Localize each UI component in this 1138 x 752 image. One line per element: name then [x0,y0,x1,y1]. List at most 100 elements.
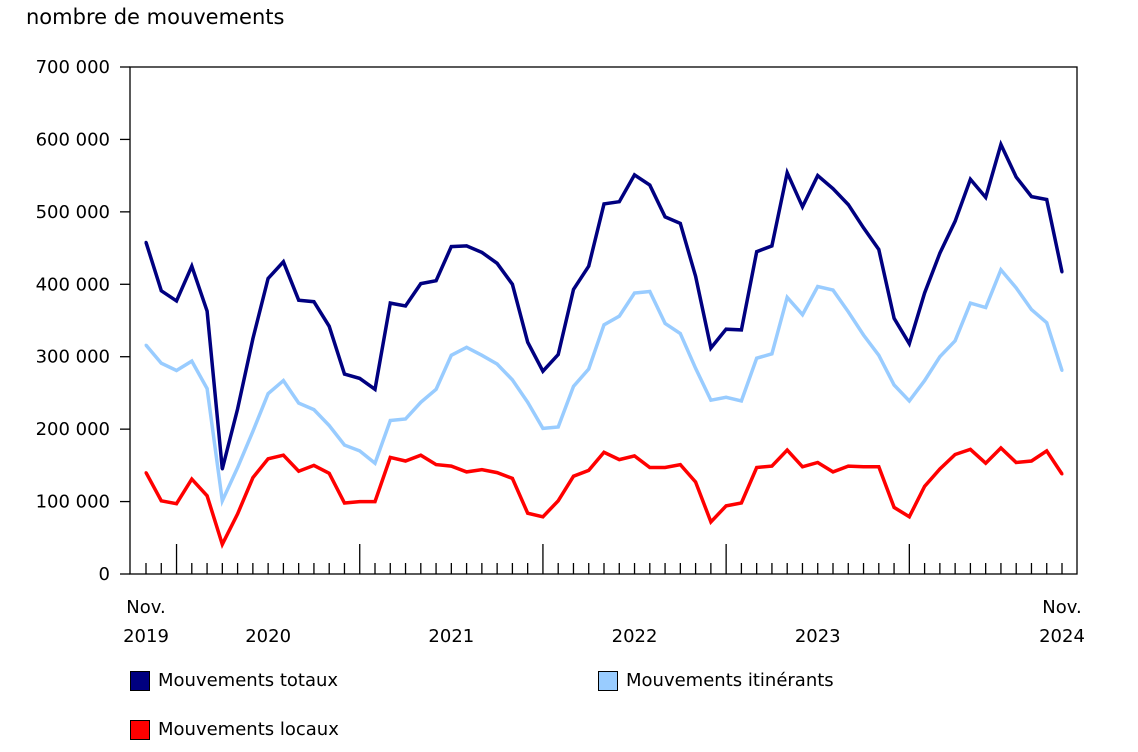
data-point-s0-6 [236,407,240,411]
data-point-s2-55 [984,461,988,465]
data-point-s2-6 [236,512,240,516]
data-point-s1-41 [770,352,774,356]
data-point-s2-22 [480,468,484,472]
data-point-s1-57 [1014,286,1018,290]
data-point-s1-39 [739,399,743,403]
data-point-s1-1 [159,361,163,365]
data-point-s2-2 [175,502,179,506]
data-point-s1-49 [892,383,896,387]
data-point-s1-2 [175,368,179,372]
data-point-s1-55 [984,305,988,309]
data-point-s0-50 [907,342,911,346]
data-point-s0-32 [633,173,637,177]
data-point-s2-59 [1045,449,1049,453]
data-point-s0-17 [404,304,408,308]
series-line-mouvements-itinérants [144,266,1064,508]
data-point-s2-16 [388,455,392,459]
data-point-s2-53 [953,452,957,456]
data-point-s0-41 [770,244,774,248]
data-point-s1-4 [205,387,209,391]
data-point-s0-7 [251,337,255,341]
series-line-mouvements-totaux [144,139,1064,470]
y-tick-label: 400 000 [36,274,110,295]
data-point-s2-35 [678,463,682,467]
data-point-s0-1 [159,289,163,293]
data-point-s2-9 [281,453,285,457]
data-point-s0-26 [541,369,545,373]
data-point-s2-7 [251,476,255,480]
data-point-s2-56 [999,446,1003,450]
data-point-s0-53 [953,219,957,223]
data-point-s1-28 [571,384,575,388]
data-point-s0-58 [1029,195,1033,199]
data-point-s2-21 [465,470,469,474]
legend-swatch-totaux [130,670,150,691]
data-point-s2-5 [220,542,224,546]
data-point-s0-28 [571,287,575,291]
data-point-s0-45 [831,187,835,191]
data-point-s1-35 [678,332,682,336]
data-point-s0-19 [434,279,438,283]
data-point-s2-43 [800,465,804,469]
data-point-s2-1 [159,499,163,503]
data-point-s1-11 [312,408,316,412]
data-point-s0-2 [175,299,179,303]
data-point-s2-14 [358,500,362,504]
data-point-s1-10 [297,401,301,405]
data-point-s0-15 [373,387,377,391]
data-point-s0-34 [663,215,667,219]
y-tick-label: 700 000 [36,57,110,78]
data-point-s0-5 [220,467,224,471]
data-point-s2-0 [144,471,148,475]
data-point-s1-9 [281,379,285,383]
data-point-s1-48 [877,353,881,357]
data-point-s1-15 [373,461,377,465]
data-point-s2-45 [831,470,835,474]
legend-label-itinerants: Mouvements itinérants [626,670,834,691]
data-point-s0-3 [190,264,194,268]
data-point-s2-41 [770,464,774,468]
data-point-s2-19 [434,463,438,467]
data-point-s2-8 [266,457,270,461]
legend-swatch-locaux [130,719,150,740]
data-point-s0-12 [327,324,331,328]
data-point-s2-38 [724,504,728,508]
data-point-s1-17 [404,417,408,421]
data-point-s1-54 [968,301,972,305]
data-point-s1-27 [556,425,560,429]
data-point-s1-59 [1045,321,1049,325]
data-point-s1-42 [785,295,789,299]
data-point-s1-36 [694,366,698,370]
data-point-s0-20 [449,245,453,249]
y-tick-label: 100 000 [36,492,110,513]
data-point-s2-54 [968,447,972,451]
data-point-s2-13 [342,501,346,505]
data-point-s2-36 [694,480,698,484]
data-point-s0-49 [892,316,896,320]
data-point-s0-60 [1060,270,1064,274]
data-point-s2-30 [602,450,606,454]
data-point-s2-57 [1014,460,1018,464]
data-point-s1-43 [800,313,804,317]
legend-swatch-itinerants [598,670,618,691]
data-point-s1-7 [251,429,255,433]
data-point-s1-29 [587,367,591,371]
data-point-s0-14 [358,376,362,380]
data-point-s0-35 [678,221,682,225]
data-point-s0-42 [785,171,789,175]
legend-item-totaux: Mouvements totaux [130,670,338,691]
data-point-s1-46 [846,310,850,314]
data-point-s0-16 [388,301,392,305]
data-point-s2-33 [648,466,652,470]
data-point-s2-58 [1029,459,1033,463]
data-point-s1-31 [617,314,621,318]
series-line-mouvements-locaux [144,445,1064,549]
data-point-s2-37 [709,520,713,524]
data-point-s2-34 [663,466,667,470]
data-point-s1-40 [755,356,759,360]
data-point-s1-60 [1060,368,1064,372]
data-point-s1-8 [266,392,270,396]
data-point-s1-21 [465,345,469,349]
data-point-s0-39 [739,328,743,332]
